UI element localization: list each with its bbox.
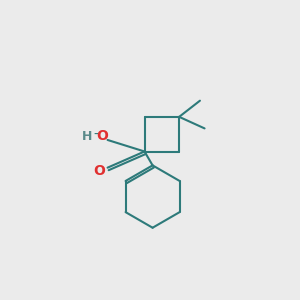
Text: O: O: [96, 130, 108, 143]
Text: -: -: [94, 128, 98, 142]
Text: H: H: [82, 130, 92, 143]
Text: O: O: [94, 164, 105, 178]
